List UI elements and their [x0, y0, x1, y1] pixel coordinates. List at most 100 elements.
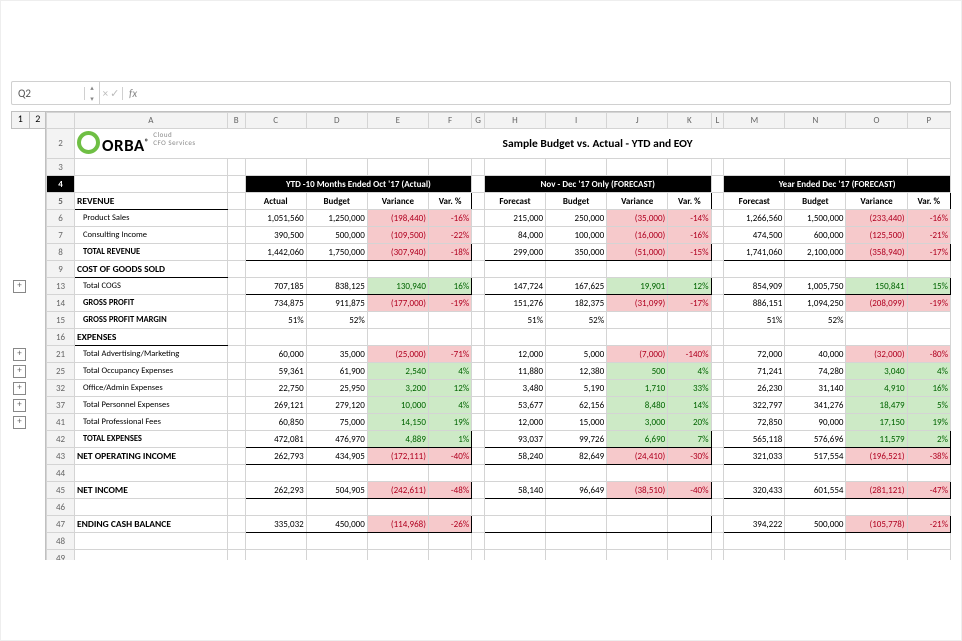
data-cell[interactable]: 19%	[428, 414, 471, 431]
row-header[interactable]: 43	[47, 448, 75, 465]
data-cell[interactable]: 62,156	[546, 397, 607, 414]
data-cell[interactable]: 350,000	[546, 244, 607, 261]
data-cell[interactable]: 1,005,750	[785, 278, 846, 295]
data-cell[interactable]: 2,100,000	[785, 244, 846, 261]
gap-cell[interactable]	[227, 482, 245, 499]
data-cell[interactable]: 19%	[907, 414, 950, 431]
empty-cell[interactable]	[846, 329, 907, 346]
data-cell[interactable]: 3,480	[484, 380, 545, 397]
data-cell[interactable]: 1,710	[607, 380, 668, 397]
row-header[interactable]: 2	[47, 129, 75, 159]
empty-cell[interactable]	[907, 499, 950, 516]
data-cell[interactable]	[546, 516, 607, 533]
empty-cell[interactable]	[785, 465, 846, 482]
row[interactable]: 14GROSS PROFIT734,875911,875(177,000)-19…	[47, 295, 951, 312]
row[interactable]: 44	[47, 465, 951, 482]
empty-cell[interactable]	[546, 329, 607, 346]
data-cell[interactable]: 886,151	[724, 295, 785, 312]
data-cell[interactable]: (233,440)	[846, 210, 907, 227]
empty-cell[interactable]	[428, 465, 471, 482]
data-cell[interactable]: 51%	[724, 312, 785, 329]
data-cell[interactable]: 576,696	[785, 431, 846, 448]
row-label[interactable]: Total Personnel Expenses	[75, 397, 228, 414]
grid-body[interactable]: 2ORBA®CloudCFO ServicesSample Budget vs.…	[47, 129, 951, 561]
sub-header[interactable]: Budget	[306, 193, 367, 210]
data-cell[interactable]: -21%	[907, 227, 950, 244]
data-cell[interactable]: (177,000)	[367, 295, 428, 312]
gap-cell[interactable]	[472, 380, 485, 397]
column-header[interactable]: G	[472, 113, 485, 129]
column-header[interactable]: E	[367, 113, 428, 129]
data-cell[interactable]: 500	[607, 363, 668, 380]
data-cell[interactable]: 1,741,060	[724, 244, 785, 261]
data-cell[interactable]: (51,000)	[607, 244, 668, 261]
empty-cell[interactable]	[472, 159, 485, 176]
gap-cell[interactable]	[472, 516, 485, 533]
data-cell[interactable]: (172,111)	[367, 448, 428, 465]
empty-cell[interactable]	[785, 329, 846, 346]
row[interactable]: 5REVENUEActualBudgetVarianceVar. %Foreca…	[47, 193, 951, 210]
row-label[interactable]: TOTAL EXPENSES	[75, 431, 228, 448]
row-header[interactable]: 37	[47, 397, 75, 414]
data-cell[interactable]: 5,190	[546, 380, 607, 397]
row[interactable]: 25Total Occupancy Expenses59,36161,9002,…	[47, 363, 951, 380]
data-cell[interactable]: (114,968)	[367, 516, 428, 533]
row-label[interactable]: Total Professional Fees	[75, 414, 228, 431]
sub-header[interactable]: Var. %	[907, 193, 950, 210]
data-cell[interactable]: 60,850	[245, 414, 306, 431]
empty-cell[interactable]	[724, 159, 785, 176]
data-cell[interactable]: 40,000	[785, 346, 846, 363]
empty-cell[interactable]	[227, 499, 245, 516]
row-label[interactable]: Total Occupancy Expenses	[75, 363, 228, 380]
empty-cell[interactable]	[306, 261, 367, 278]
data-cell[interactable]: 61,900	[306, 363, 367, 380]
column-header[interactable]: F	[428, 113, 471, 129]
empty-cell[interactable]	[907, 329, 950, 346]
name-box[interactable]: Q2	[12, 87, 85, 100]
data-cell[interactable]: -19%	[428, 295, 471, 312]
data-cell[interactable]: 3,000	[607, 414, 668, 431]
row[interactable]: 41Total Professional Fees60,85075,00014,…	[47, 414, 951, 431]
empty-cell[interactable]	[428, 261, 471, 278]
sub-header[interactable]: Variance	[607, 193, 668, 210]
row[interactable]: 13Total COGS707,185838,125130,94016%147,…	[47, 278, 951, 295]
gap-cell[interactable]	[472, 482, 485, 499]
data-cell[interactable]: -40%	[428, 448, 471, 465]
data-cell[interactable]: -16%	[668, 227, 711, 244]
row-label[interactable]: Product Sales	[75, 210, 228, 227]
row-header[interactable]: 47	[47, 516, 75, 533]
gap-cell[interactable]	[227, 363, 245, 380]
empty-cell[interactable]	[785, 499, 846, 516]
outline-level-2[interactable]: 2	[30, 112, 47, 128]
data-cell[interactable]: 75,000	[306, 414, 367, 431]
sub-header[interactable]: Var. %	[668, 193, 711, 210]
data-cell[interactable]: 2%	[907, 431, 950, 448]
empty-cell[interactable]	[367, 550, 428, 561]
data-cell[interactable]: 60,000	[245, 346, 306, 363]
data-cell[interactable]: 517,554	[785, 448, 846, 465]
row-header[interactable]: 32	[47, 380, 75, 397]
empty-cell[interactable]	[546, 499, 607, 516]
empty-cell[interactable]	[607, 499, 668, 516]
empty-cell[interactable]	[846, 533, 907, 550]
empty-cell[interactable]	[607, 550, 668, 561]
data-cell[interactable]: 504,905	[306, 482, 367, 499]
row[interactable]: 42TOTAL EXPENSES472,081476,9704,8891%93,…	[47, 431, 951, 448]
data-cell[interactable]: (32,000)	[846, 346, 907, 363]
empty-cell[interactable]	[724, 465, 785, 482]
data-cell[interactable]: (281,121)	[846, 482, 907, 499]
data-cell[interactable]: 12,380	[546, 363, 607, 380]
data-cell[interactable]: 262,793	[245, 448, 306, 465]
row-label[interactable]: REVENUE	[75, 193, 228, 210]
row-label[interactable]: NET INCOME	[75, 482, 228, 499]
gap-cell[interactable]	[472, 414, 485, 431]
row-header[interactable]: 3	[47, 159, 75, 176]
column-header[interactable]: A	[75, 113, 228, 129]
gap-cell[interactable]	[227, 346, 245, 363]
data-cell[interactable]: 1,051,560	[245, 210, 306, 227]
data-cell[interactable]: 14%	[668, 397, 711, 414]
data-cell[interactable]: 19,901	[607, 278, 668, 295]
empty-cell[interactable]	[367, 159, 428, 176]
empty-cell[interactable]	[711, 465, 724, 482]
data-cell[interactable]: 600,000	[785, 227, 846, 244]
